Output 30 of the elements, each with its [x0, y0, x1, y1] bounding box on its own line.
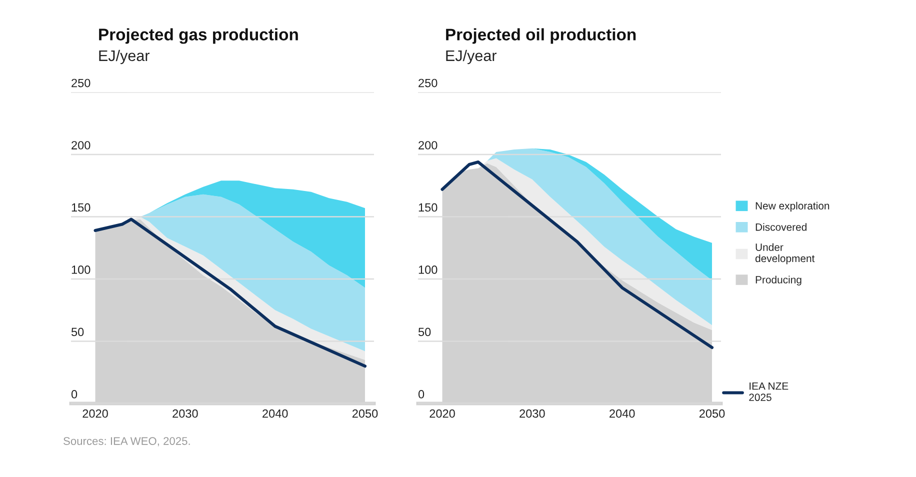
y-tick-label: 50 [71, 328, 84, 336]
legend-label: IEA NZE 2025 [749, 382, 788, 402]
y-tick-label: 100 [418, 266, 438, 274]
y-tick-label: 50 [418, 328, 431, 336]
y-tick-label: 200 [418, 141, 438, 150]
legend-label: Discovered [756, 223, 806, 231]
y-tick-label: 150 [72, 203, 90, 212]
x-tick-label: 2040 [610, 409, 635, 418]
legend-label: Producing [756, 276, 802, 286]
x-tick-label: 2030 [172, 409, 198, 418]
legend-label: Under development [755, 243, 815, 264]
y-tick-label: 200 [72, 141, 90, 150]
x-tick-label: 2020 [82, 409, 108, 418]
y-tick-label: 150 [418, 203, 438, 212]
y-tick-label: 250 [72, 78, 90, 88]
y-tick-label: 0 [418, 390, 424, 398]
chart-subtitle: EJ/year [99, 50, 150, 64]
y-tick-label: 250 [418, 78, 438, 88]
source-note: Sources: IEA WEO, 2025. [64, 437, 190, 446]
legend-label: New exploration [756, 202, 830, 212]
y-tick-label: 0 [71, 390, 78, 398]
chart-title: Projected oil production [446, 28, 636, 44]
x-tick-label: 2020 [430, 409, 455, 418]
chart-title: Projected gas production [99, 28, 298, 44]
x-tick-label: 2030 [520, 409, 545, 418]
x-tick-label: 2050 [699, 409, 725, 418]
y-tick-label: 100 [72, 266, 90, 274]
chart-subtitle: EJ/year [446, 50, 497, 64]
x-tick-label: 2040 [262, 409, 288, 418]
x-tick-label: 2050 [352, 409, 378, 418]
